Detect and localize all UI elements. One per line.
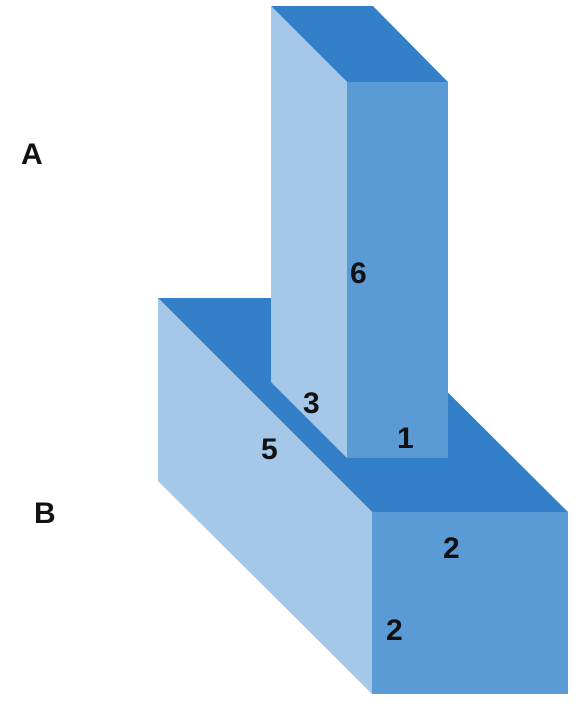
dimension-block-b-length: 5: [261, 433, 278, 466]
block-b-side-face: [158, 298, 372, 694]
block-a-front-face: [347, 82, 448, 458]
label-b: B: [34, 497, 56, 530]
dimension-block-a-width: 1: [397, 422, 414, 455]
label-a: A: [21, 138, 43, 171]
block-a-top-face: [271, 6, 448, 82]
dimension-block-b-height: 2: [386, 614, 403, 647]
block-b-front-face: [372, 512, 568, 694]
block-a: [271, 6, 448, 458]
dimension-block-a-depth: 3: [303, 387, 320, 420]
block-a-side-face: [271, 6, 347, 458]
dimension-block-b-width: 2: [443, 532, 460, 565]
dimension-block-a-height: 6: [350, 257, 367, 290]
